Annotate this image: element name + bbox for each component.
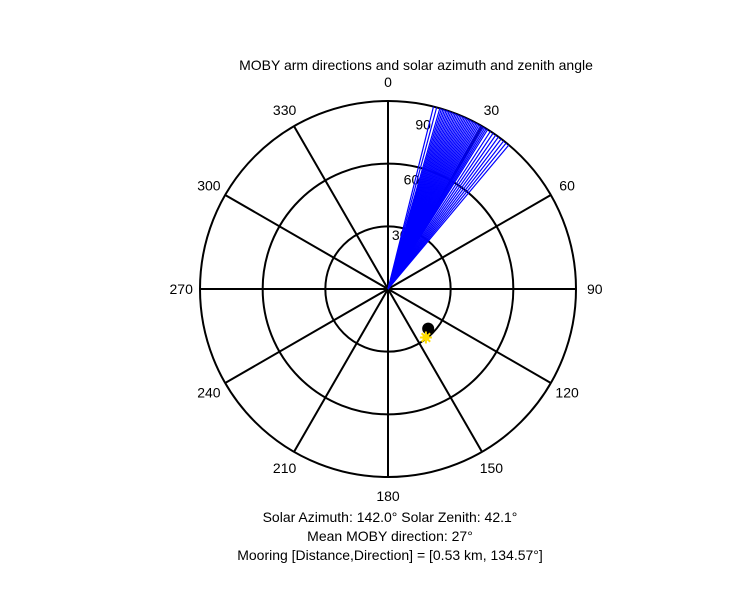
angle-tick-label-270: 270: [170, 281, 194, 297]
solar-angles-caption: Solar Azimuth: 142.0° Solar Zenith: 42.1…: [262, 509, 518, 525]
grid-spoke-330: [293, 125, 389, 290]
grid-spoke-60: [387, 194, 552, 290]
moby-arm-direction-lines: [387, 106, 510, 290]
mooring-caption: Mooring [Distance,Direction] = [0.53 km,…: [237, 547, 543, 563]
angle-tick-label-240: 240: [197, 384, 221, 400]
angle-tick-label-120: 120: [555, 384, 579, 400]
radius-tick-label-60: 60: [404, 172, 420, 188]
grid-spoke-300: [224, 194, 389, 290]
grid-spoke-240: [224, 288, 389, 384]
angle-tick-labels: 0 30 60 90 120 150 180 210 240 270 300 330: [170, 74, 603, 504]
angle-tick-label-330: 330: [273, 102, 297, 118]
angle-tick-label-0: 0: [384, 74, 392, 90]
angle-tick-label-90: 90: [587, 281, 603, 297]
angle-tick-label-150: 150: [480, 460, 504, 476]
arm-direction-line: [387, 144, 510, 290]
sun-marker: [419, 331, 432, 344]
angle-tick-label-60: 60: [559, 178, 575, 194]
angle-tick-label-300: 300: [197, 178, 221, 194]
sun-marker-core: [422, 334, 430, 342]
grid-spoke-210: [293, 288, 389, 453]
grid-spoke-120: [387, 288, 552, 384]
angle-tick-label-210: 210: [273, 460, 297, 476]
mooring-marker: [422, 322, 435, 335]
chart-title: MOBY arm directions and solar azimuth an…: [239, 57, 593, 73]
mean-direction-caption: Mean MOBY direction: 27°: [307, 528, 473, 544]
grid-spoke-150: [387, 288, 483, 453]
polar-grid: [199, 100, 577, 478]
angle-tick-label-30: 30: [484, 102, 500, 118]
angle-tick-label-180: 180: [376, 488, 400, 504]
markers: [419, 322, 435, 344]
radius-tick-label-90: 90: [415, 116, 431, 132]
